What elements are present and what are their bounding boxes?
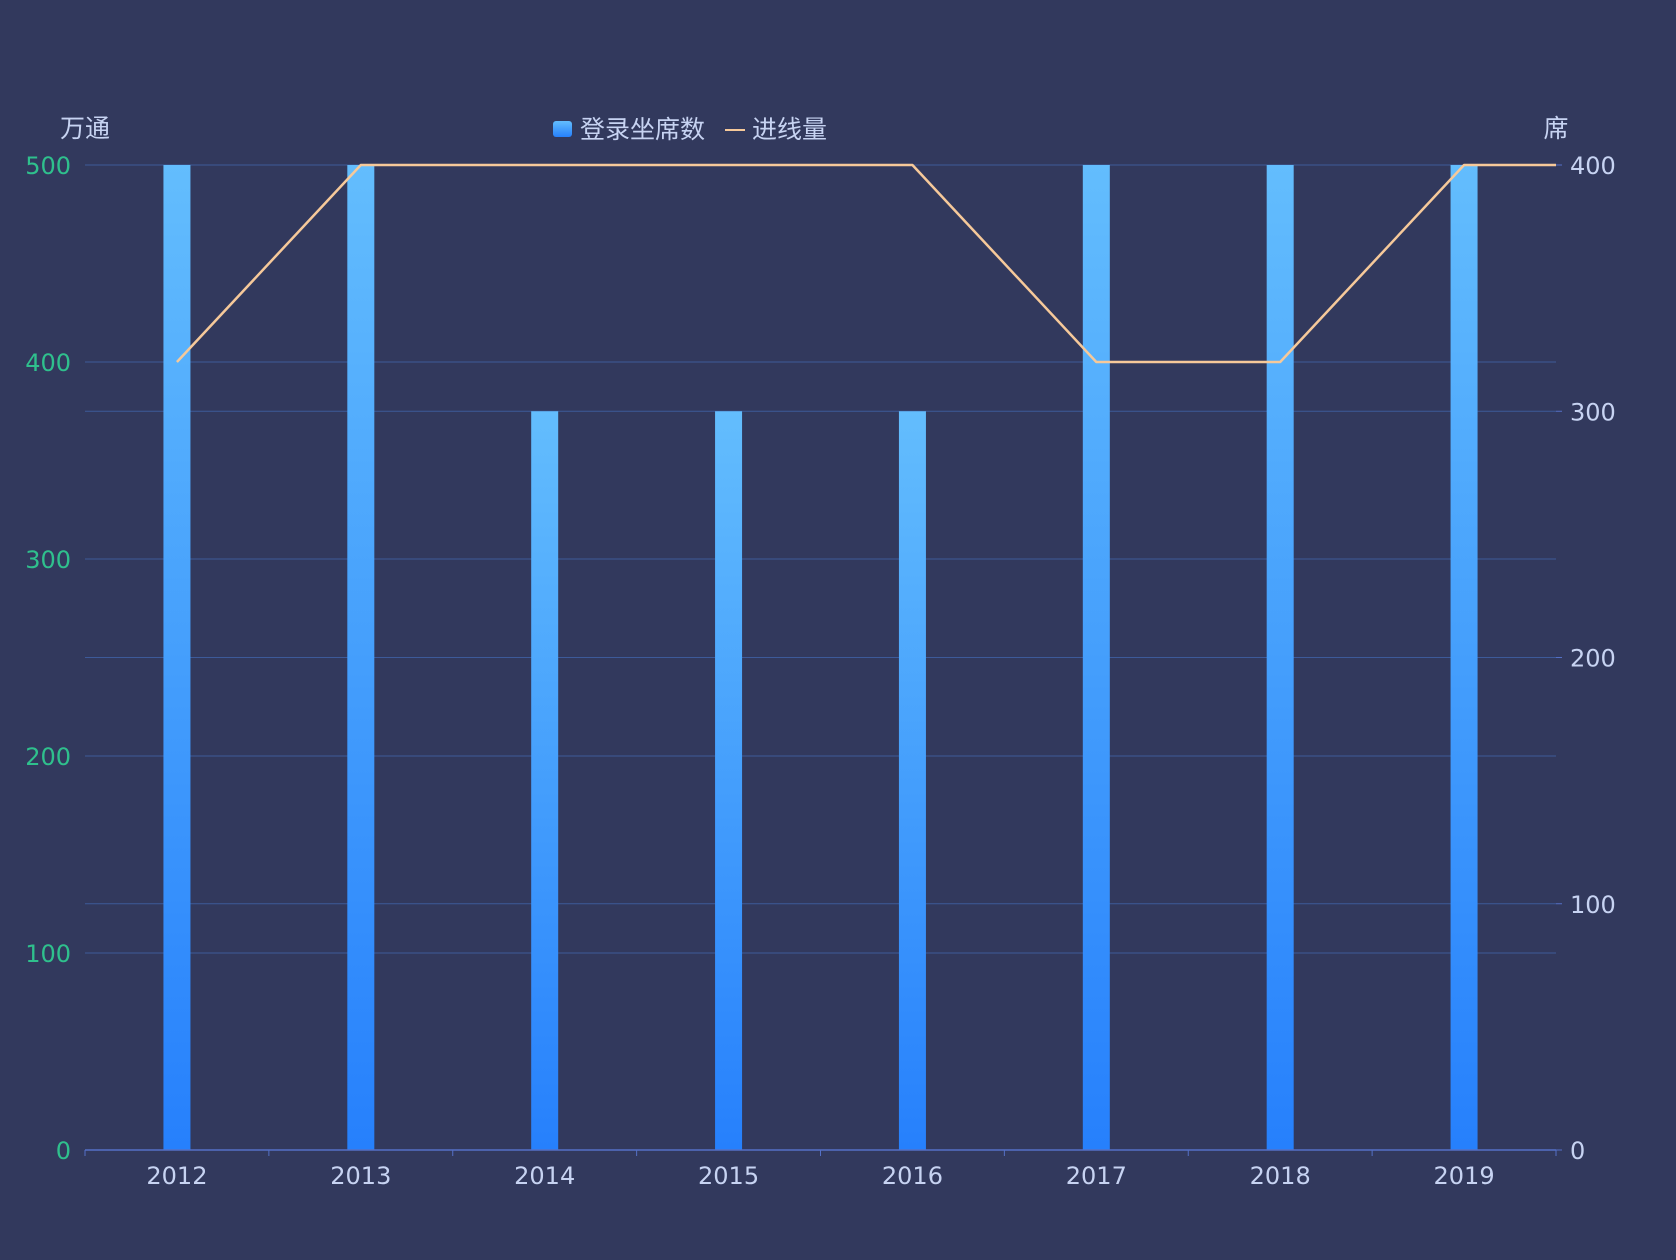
bar-series (163, 165, 1478, 1150)
y-left-tick-label: 400 (25, 349, 71, 377)
y-right-unit: 席 (1543, 114, 1568, 143)
x-tick-label: 2016 (882, 1162, 943, 1190)
x-tick-label: 2015 (698, 1162, 759, 1190)
x-tick-label: 2013 (330, 1162, 391, 1190)
bar (898, 411, 926, 1150)
bar (715, 411, 743, 1150)
line-series (176, 163, 1556, 364)
x-tick-label: 2014 (514, 1162, 575, 1190)
x-tick-label: 2017 (1066, 1162, 1127, 1190)
line-path (176, 163, 1556, 364)
grid-lines (85, 164, 1556, 954)
y-right-tick-label: 0 (1570, 1137, 1585, 1165)
y-right-tick-label: 300 (1570, 398, 1616, 426)
y-right-tick-label: 100 (1570, 891, 1616, 919)
legend-item-bar[interactable]: 登录坐席数 (553, 115, 705, 144)
axes: 2012 2013 2014 2015 2016 2017 2018 2019 0 100 200 3… (25, 152, 1616, 1190)
y-right-tick-label: 200 (1570, 645, 1616, 673)
bar (347, 165, 375, 1150)
y-left-tick-label: 100 (25, 940, 71, 968)
y-left-tick-label: 0 (56, 1137, 71, 1165)
legend-bar-label: 登录坐席数 (580, 115, 705, 144)
bar (1266, 165, 1294, 1150)
y-left-tick-label: 300 (25, 546, 71, 574)
legend-bar-swatch (553, 121, 572, 137)
bar (531, 411, 559, 1150)
y-left-tick-label: 200 (25, 743, 71, 771)
y-left-tick-label: 500 (25, 152, 71, 180)
x-tick-label: 2019 (1434, 1162, 1495, 1190)
bar (163, 165, 191, 1150)
x-tick-label: 2012 (146, 1162, 207, 1190)
bar (1450, 165, 1478, 1150)
x-tick-label: 2018 (1250, 1162, 1311, 1190)
legend[interactable]: 登录坐席数 进线量 (553, 115, 827, 144)
y-right-tick-label: 400 (1570, 152, 1616, 180)
legend-item-line[interactable]: 进线量 (725, 115, 827, 144)
bar (1082, 165, 1110, 1150)
legend-line-label: 进线量 (752, 115, 827, 144)
y-left-unit: 万通 (60, 114, 110, 143)
